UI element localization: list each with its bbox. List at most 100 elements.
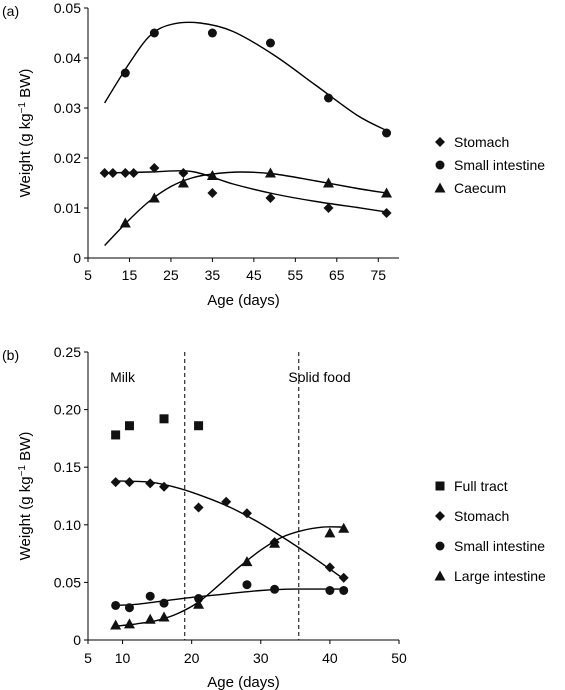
- data-point-full-tract: [111, 430, 121, 440]
- y-tick-label: 0.20: [54, 402, 81, 418]
- data-point-stomach: [207, 188, 218, 198]
- data-point-small-intestine: [325, 585, 335, 595]
- y-tick-label: 0.15: [54, 459, 81, 475]
- data-point-large-intestine: [123, 618, 135, 629]
- y-axis-title-part: BW): [17, 69, 34, 102]
- y-tick-label: 0.05: [54, 574, 81, 590]
- y-tick-label: 0.25: [54, 344, 81, 360]
- legend-label-caecum: Caecum: [454, 180, 506, 196]
- data-point-stomach: [145, 478, 156, 489]
- data-point-small-intestine: [324, 93, 334, 103]
- y-axis-title-part: BW): [17, 432, 34, 465]
- data-point-stomach: [107, 168, 118, 178]
- y-tick-label: 0.04: [54, 50, 81, 66]
- x-tick-label: 50: [391, 650, 407, 666]
- data-point-small-intestine: [159, 598, 169, 608]
- y-axis-title-part: Weight (g kg: [17, 113, 34, 197]
- legend-marker-stomach: [435, 137, 445, 147]
- y-tick-label: 0.10: [54, 517, 81, 533]
- data-point-small-intestine: [120, 68, 130, 78]
- data-point-full-tract: [124, 421, 134, 431]
- y-tick-label: 0: [73, 632, 81, 648]
- data-point-stomach: [110, 477, 121, 488]
- y-tick-label: 0.01: [54, 200, 81, 216]
- data-point-small-intestine: [242, 580, 252, 590]
- x-tick-label: 20: [184, 650, 200, 666]
- x-tick-label: 30: [253, 650, 269, 666]
- legend-marker-stomach: [435, 511, 445, 521]
- legend-marker-large-intestine: [434, 570, 446, 581]
- legend-label-stomach: Stomach: [454, 134, 509, 150]
- y-axis-title-superscript: −1: [17, 465, 28, 477]
- trend-line-small-intestine: [115, 588, 344, 607]
- legend-label-full-tract: Full tract: [454, 478, 508, 494]
- y-axis-title-part: Weight (g kg: [17, 476, 34, 560]
- x-axis-title: Age (days): [207, 292, 280, 309]
- x-tick-label: 5: [84, 650, 92, 666]
- phase-annotation: Milk: [110, 369, 136, 385]
- data-point-stomach: [193, 502, 204, 513]
- x-tick-label: 25: [163, 267, 179, 283]
- data-point-caecum: [323, 177, 335, 188]
- data-point-full-tract: [159, 414, 169, 424]
- x-tick-label: 55: [288, 267, 304, 283]
- data-point-stomach: [323, 203, 334, 213]
- data-point-large-intestine: [324, 527, 336, 538]
- trend-line-small-intestine: [104, 21, 387, 132]
- data-point-caecum: [119, 217, 131, 228]
- data-point-small-intestine: [339, 585, 349, 595]
- data-point-stomach: [99, 168, 110, 178]
- data-point-stomach: [324, 562, 335, 573]
- panel-label: (b): [2, 347, 19, 363]
- data-point-stomach: [149, 163, 160, 173]
- legend-label-large-intestine: Large intestine: [454, 568, 546, 584]
- data-point-full-tract: [194, 421, 204, 431]
- data-point-small-intestine: [145, 591, 155, 601]
- data-point-large-intestine: [158, 611, 170, 622]
- y-tick-label: 0.03: [54, 100, 81, 116]
- data-point-large-intestine: [269, 537, 281, 548]
- x-tick-label: 65: [329, 267, 345, 283]
- data-point-large-intestine: [338, 522, 350, 533]
- data-point-stomach: [120, 168, 131, 178]
- data-point-stomach: [338, 572, 349, 583]
- data-point-small-intestine: [111, 600, 121, 610]
- y-tick-label: 0.02: [54, 150, 81, 166]
- legend-label-small-intestine: Small intestine: [454, 538, 545, 554]
- trend-line-caecum: [104, 171, 387, 246]
- data-point-stomach: [128, 168, 139, 178]
- data-point-large-intestine: [241, 556, 253, 567]
- trend-line-large-intestine: [115, 526, 344, 627]
- data-point-stomach: [381, 208, 392, 218]
- legend-marker-caecum: [434, 182, 446, 193]
- y-axis-title: Weight (g kg−1 BW): [17, 432, 35, 561]
- data-point-stomach: [221, 496, 232, 507]
- data-point-stomach: [265, 193, 276, 203]
- x-tick-label: 35: [205, 267, 221, 283]
- data-point-caecum: [381, 187, 393, 198]
- trend-line-stomach: [115, 480, 345, 580]
- y-axis-title-superscript: −1: [17, 102, 28, 114]
- trend-line-stomach: [104, 170, 387, 213]
- legend-label-small-intestine: Small intestine: [454, 157, 545, 173]
- x-tick-label: 75: [370, 267, 386, 283]
- data-point-small-intestine: [149, 28, 159, 38]
- data-point-large-intestine: [193, 598, 205, 609]
- chart-panel-a: (a) 0 0.01 0.02 0.03 0.04 0.05 5 15 25 35 45 55 65 75 A…: [2, 0, 545, 309]
- data-point-small-intestine: [265, 38, 275, 48]
- legend-marker-full-tract: [435, 481, 445, 491]
- data-point-stomach: [159, 481, 170, 492]
- x-tick-label: 45: [246, 267, 262, 283]
- x-tick-label: 5: [84, 267, 92, 283]
- x-tick-label: 40: [322, 650, 338, 666]
- data-point-small-intestine: [382, 128, 392, 138]
- data-point-large-intestine: [144, 613, 156, 624]
- data-point-caecum: [264, 167, 276, 178]
- data-point-stomach: [124, 477, 135, 488]
- data-point-small-intestine: [207, 28, 217, 38]
- y-axis-title: Weight (g kg−1 BW): [17, 69, 35, 198]
- data-point-large-intestine: [110, 619, 122, 630]
- data-point-stomach: [178, 168, 189, 178]
- data-point-caecum: [206, 170, 218, 180]
